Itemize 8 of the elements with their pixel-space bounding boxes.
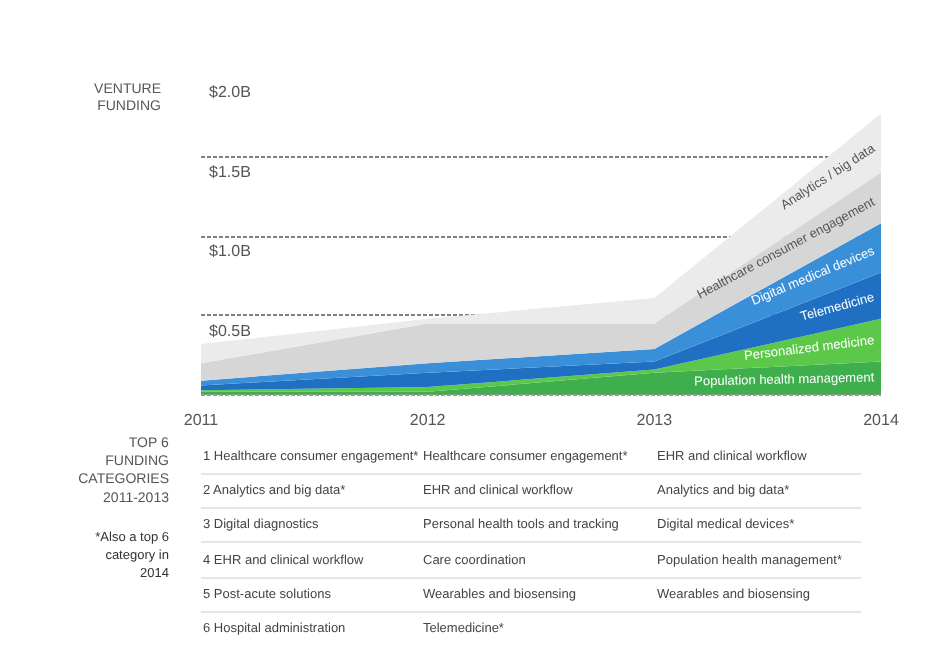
y-tick-label: $2.0B xyxy=(209,83,251,101)
x-tick-label: 2011 xyxy=(183,411,220,429)
y-tick-label: $0.5B xyxy=(209,321,251,340)
x-tick-label: 2014 xyxy=(863,411,900,429)
y-tick-label: $1.5B xyxy=(209,162,251,181)
x-tick-label: 2012 xyxy=(409,411,447,429)
x-tick-label: 2013 xyxy=(636,411,674,429)
y-tick-label: $1.0B xyxy=(209,242,251,260)
